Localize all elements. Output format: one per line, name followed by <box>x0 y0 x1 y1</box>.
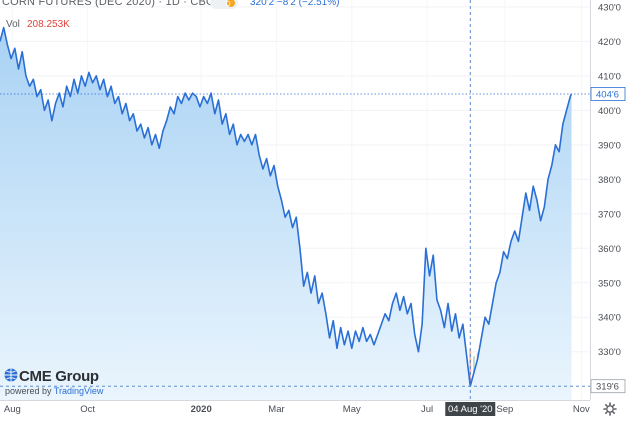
interval-badge-label: D <box>225 1 230 8</box>
y-tick-label: 370'0 <box>598 209 621 220</box>
interval-dot-icon <box>227 0 235 7</box>
x-tick-label: 2020 <box>191 404 212 415</box>
x-tick-label: Oct <box>80 404 95 415</box>
y-tick-label: 380'0 <box>598 175 621 186</box>
crosshair-date-tag: 04 Aug '20 <box>445 402 496 416</box>
chart-title: CORN FUTURES (DEC 2020) · 1D · CBOT <box>2 0 222 8</box>
crosshair-price-tag: 319'6 <box>590 379 626 394</box>
price-area <box>0 27 572 401</box>
tradingview-link: TradingView <box>54 386 104 396</box>
crosshair-price-value: 319'6 <box>596 382 619 393</box>
crosshair-date-value: 04 Aug '20 <box>448 404 493 415</box>
settings-gear-icon[interactable] <box>603 402 617 416</box>
y-tick-label: 360'0 <box>598 244 621 255</box>
price-line <box>0 26 573 388</box>
last-price-value: 404'6 <box>596 89 619 100</box>
y-tick-label: 340'0 <box>598 313 621 324</box>
y-tick-label: 430'0 <box>598 2 621 13</box>
cme-logo[interactable]: CME Group <box>4 368 99 385</box>
cme-logo-text: CME Group <box>19 368 99 385</box>
x-tick-label: May <box>343 404 361 415</box>
powered-by-label: powered by TradingView <box>5 386 104 396</box>
x-tick-label: Nov <box>573 404 590 415</box>
ohlc-readout: 320'2 −8'2 (−2.51%) <box>250 0 339 8</box>
y-tick-label: 400'0 <box>598 106 621 117</box>
volume-value: 208.253K <box>27 19 70 30</box>
time-axis[interactable]: Aug Oct 2020 Mar May Jul Sep Nov <box>4 404 590 415</box>
x-tick-label: Sep <box>496 404 513 415</box>
volume-label: Vol <box>6 19 20 30</box>
y-tick-label: 390'0 <box>598 140 621 151</box>
y-tick-label: 330'0 <box>598 347 621 358</box>
x-tick-label: Aug <box>4 404 21 415</box>
interval-badge[interactable]: D <box>210 0 238 9</box>
y-tick-label: 350'0 <box>598 278 621 289</box>
y-tick-label: 410'0 <box>598 71 621 82</box>
y-tick-label: 420'0 <box>598 37 621 48</box>
x-tick-label: Jul <box>421 404 433 415</box>
price-axis[interactable]: 330'0 340'0 350'0 360'0 370'0 380'0 390'0 400'0… <box>598 2 621 358</box>
x-tick-label: Mar <box>268 404 284 415</box>
last-price-tag: 404'6 <box>590 87 626 101</box>
cme-globe-icon <box>4 368 18 382</box>
